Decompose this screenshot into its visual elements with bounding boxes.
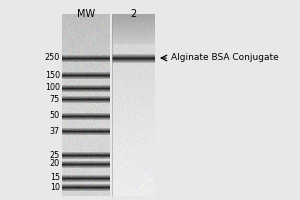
- Text: 15: 15: [50, 173, 60, 182]
- Text: 75: 75: [50, 95, 60, 104]
- Text: MW: MW: [77, 9, 95, 19]
- Text: 2: 2: [130, 9, 136, 19]
- Text: 150: 150: [45, 71, 60, 79]
- Text: 10: 10: [50, 182, 60, 192]
- Text: 25: 25: [50, 150, 60, 160]
- Text: 20: 20: [50, 160, 60, 168]
- Text: Alginate BSA Conjugate: Alginate BSA Conjugate: [171, 53, 279, 62]
- Text: 100: 100: [45, 84, 60, 92]
- Text: 250: 250: [45, 53, 60, 62]
- Text: 37: 37: [50, 127, 60, 136]
- Text: 50: 50: [50, 112, 60, 120]
